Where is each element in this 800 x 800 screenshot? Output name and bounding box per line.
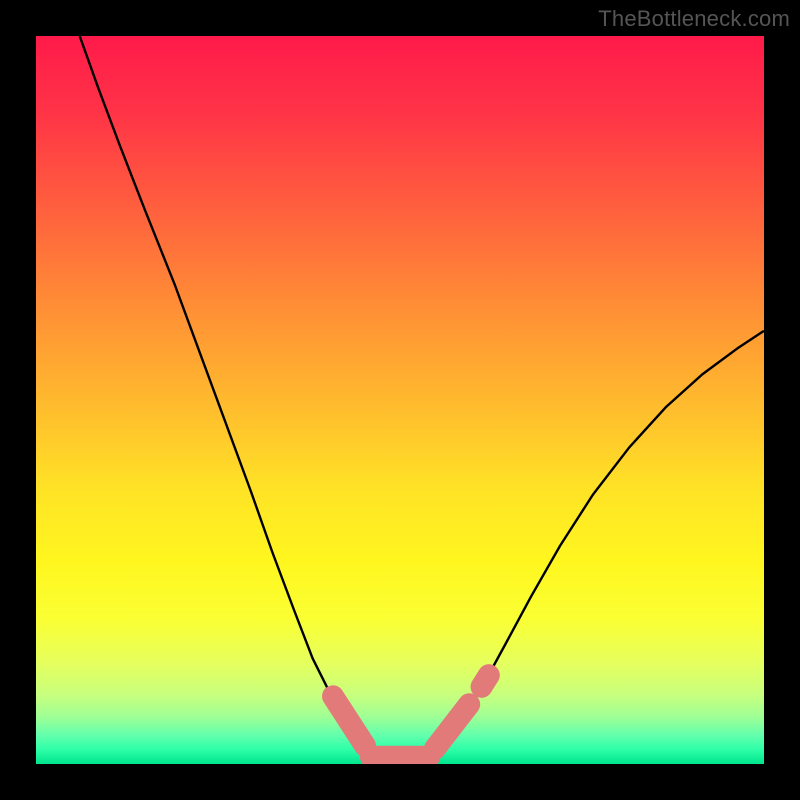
watermark-text: TheBottleneck.com: [598, 6, 790, 32]
marker-segment: [482, 675, 489, 687]
chart-container: TheBottleneck.com: [0, 0, 800, 800]
gradient-background: [36, 36, 764, 764]
plot-area: [36, 36, 764, 764]
plot-svg: [36, 36, 764, 764]
